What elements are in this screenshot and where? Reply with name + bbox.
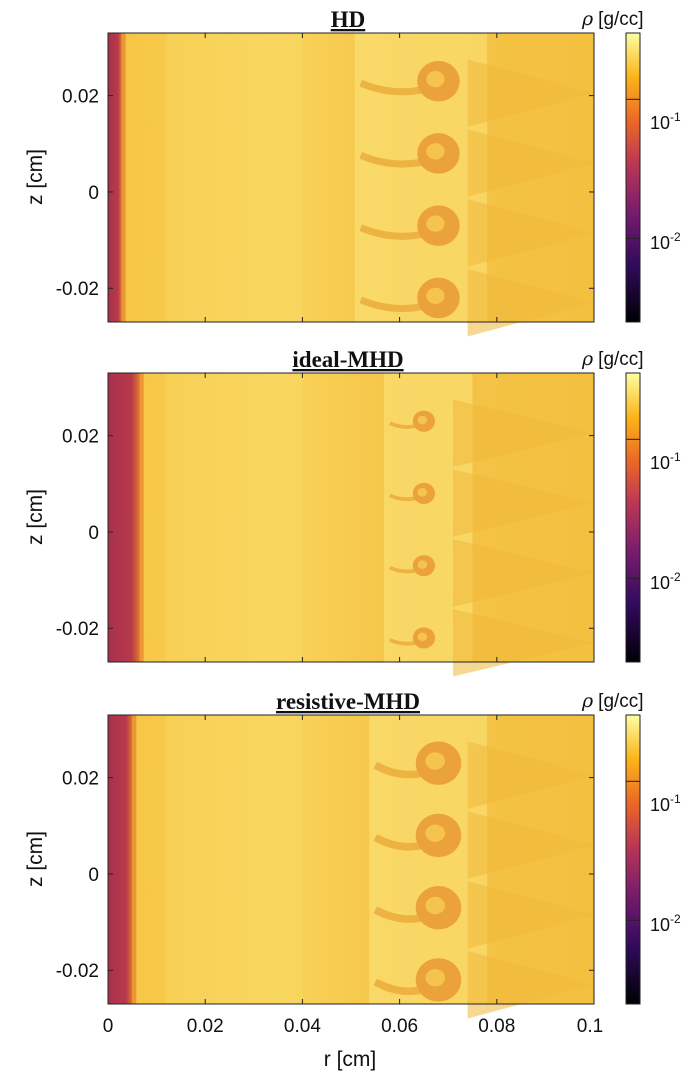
chevron-shape — [453, 609, 594, 677]
chevron-shape — [467, 129, 594, 197]
colorbar-tick-label: 10-1 — [650, 450, 681, 473]
vortex-core — [426, 215, 445, 232]
y-tick-label: 0 — [88, 865, 99, 886]
wall-strip — [108, 373, 140, 662]
density-field — [108, 33, 594, 337]
wall-edge — [132, 715, 137, 1004]
wall-strip — [108, 33, 122, 322]
density-field — [108, 373, 594, 677]
axes-frame — [107, 714, 595, 1005]
x-tick-label: 0.02 — [187, 1016, 224, 1037]
chevron-shape — [467, 881, 594, 949]
vortex-core — [425, 824, 445, 842]
colorbar-ticks — [626, 438, 640, 579]
panel-title: resistive-MHD — [276, 689, 420, 714]
x-tick-label: 0.06 — [381, 1016, 418, 1037]
x-tick-label: 0.04 — [284, 1016, 321, 1037]
y-tick-label: 0.02 — [62, 427, 99, 448]
vortex-core — [426, 287, 445, 304]
colorbar-ticks — [626, 780, 640, 921]
wall-strip — [108, 715, 133, 1004]
colorbar-tick-label: 10-2 — [650, 912, 681, 935]
colorbar — [625, 714, 641, 1005]
y-axis-label: z [cm] — [24, 831, 47, 887]
y-tick-label: 0 — [88, 183, 99, 204]
panel-ideal-mhd: ideal-MHD 0.02 0 -0.02 z [cm] 10-1 10-2 … — [24, 347, 681, 677]
plateau-region — [166, 373, 303, 662]
y-tick-label: -0.02 — [56, 279, 99, 300]
colorbar — [625, 372, 641, 663]
y-tick-label: 0 — [88, 523, 99, 544]
chevron-shape — [453, 539, 594, 607]
vortex-core — [426, 71, 445, 88]
colorbar — [625, 32, 641, 323]
plateau-region — [166, 715, 303, 1004]
axes-frame — [107, 32, 595, 323]
chevron-shape — [467, 199, 594, 267]
colorbar-tick-label: 10-1 — [650, 110, 681, 133]
y-tick-label: 0.02 — [62, 87, 99, 108]
panel-hd: HD 0.02 0 -0.02 z [cm] 10-1 10-2 ρ [g/cc] — [24, 7, 681, 337]
panel-resistive-mhd: resistive-MHD 0.02 0 -0.02 z [cm] 0 0.02… — [24, 689, 681, 1071]
chevron-shape — [467, 269, 594, 337]
chevron-shape — [467, 811, 594, 879]
y-axis-label: z [cm] — [24, 149, 47, 205]
x-tick-label: 0.08 — [478, 1016, 515, 1037]
chevron-shape — [467, 741, 594, 809]
plateau-region — [166, 33, 303, 322]
vortex-core — [425, 969, 445, 987]
panel-title: HD — [331, 7, 366, 32]
colorbar-label: ρ [g/cc] — [581, 8, 644, 30]
axis-ticks — [107, 715, 595, 1004]
colorbar-tick-label: 10-1 — [650, 792, 681, 815]
chevron-shape — [453, 399, 594, 467]
x-tick-label: 0 — [103, 1016, 114, 1037]
colorbar-tick-label: 10-2 — [650, 570, 681, 593]
wall-edge — [139, 373, 144, 662]
x-tick-label: 0.1 — [577, 1016, 603, 1037]
y-axis-label: z [cm] — [24, 489, 47, 545]
y-tick-label: -0.02 — [56, 961, 99, 982]
vortex-core — [417, 488, 428, 497]
axis-ticks — [107, 373, 595, 662]
wall-edge — [121, 33, 126, 322]
chevron-shape — [467, 59, 594, 127]
x-axis-label: r [cm] — [324, 1048, 377, 1071]
panel-title: ideal-MHD — [292, 347, 403, 372]
colorbar-label: ρ [g/cc] — [581, 690, 644, 712]
axis-ticks — [107, 33, 595, 322]
vortex-core — [425, 752, 445, 770]
y-tick-label: 0.02 — [62, 769, 99, 790]
colorbar-label: ρ [g/cc] — [581, 348, 644, 370]
colorbar-tick-label: 10-2 — [650, 230, 681, 253]
vortex-core — [417, 415, 428, 425]
vortex-core — [417, 560, 428, 569]
vortex-core — [426, 143, 445, 160]
vortex-core — [417, 632, 428, 642]
vortex-core — [425, 896, 445, 915]
chevron-shape — [453, 469, 594, 537]
density-field — [108, 715, 594, 1019]
y-tick-label: -0.02 — [56, 619, 99, 640]
chevron-shape — [467, 951, 594, 1019]
colorbar-ticks — [626, 98, 640, 239]
axes-frame — [107, 372, 595, 663]
